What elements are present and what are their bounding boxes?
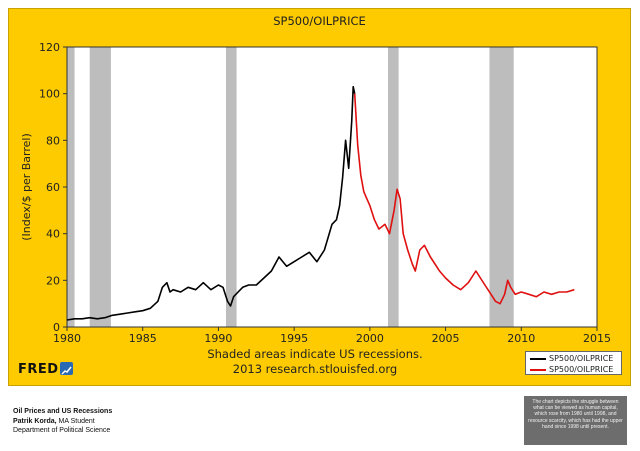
y-tick-label: 120 [39, 41, 60, 54]
source-footnote: 2013 research.stlouisfed.org [232, 362, 398, 376]
caption-department: Department of Political Science [13, 427, 111, 434]
recession-band [67, 47, 75, 327]
y-tick-label: 0 [53, 321, 60, 334]
legend-swatch-black [530, 357, 546, 360]
y-tick-label: 100 [39, 88, 60, 101]
legend: SP500/OILPRICE SP500/OILPRICE [525, 351, 622, 375]
recession-band [489, 47, 514, 327]
y-tick-label: 60 [46, 181, 60, 194]
x-tick-label: 2005 [432, 332, 460, 345]
legend-label-red: SP500/OILPRICE [549, 365, 614, 374]
fred-logo: FRED [18, 362, 59, 377]
x-tick-label: 2000 [356, 332, 384, 345]
legend-swatch-red [530, 368, 546, 371]
x-tick-label: 1995 [280, 332, 308, 345]
chart-note: The chart depicts the struggle between w… [524, 396, 627, 445]
recession-band [89, 47, 111, 327]
x-tick-label: 1990 [204, 332, 232, 345]
chart-title: SP500/OILPRICE [273, 14, 366, 28]
x-tick-label: 2010 [507, 332, 535, 345]
caption-title: Oil Prices and US Recessions [13, 408, 113, 415]
plot-area [67, 47, 597, 327]
fred-graph-icon [60, 362, 73, 375]
recession-band [226, 47, 237, 327]
x-tick-label: 1980 [53, 332, 81, 345]
caption: Oil Prices and US Recessions Patrik Kord… [13, 407, 112, 436]
legend-item-red: SP500/OILPRICE [530, 364, 613, 375]
legend-label-black: SP500/OILPRICE [549, 354, 614, 363]
series-line-black [66, 85, 356, 321]
recession-footnote: Shaded areas indicate US recessions. [207, 347, 423, 361]
series-line-red [353, 93, 575, 305]
caption-author: Patrik Korda, MA Student [13, 417, 95, 425]
y-axis-label: (Index/$ per Barrel) [20, 133, 33, 241]
x-tick-label: 1985 [129, 332, 157, 345]
y-tick-label: 20 [46, 274, 60, 287]
legend-item-black: SP500/OILPRICE [530, 353, 613, 364]
y-tick-label: 80 [46, 134, 60, 147]
recession-band [388, 47, 399, 327]
y-tick-label: 40 [46, 228, 60, 241]
x-tick-label: 2015 [583, 332, 611, 345]
